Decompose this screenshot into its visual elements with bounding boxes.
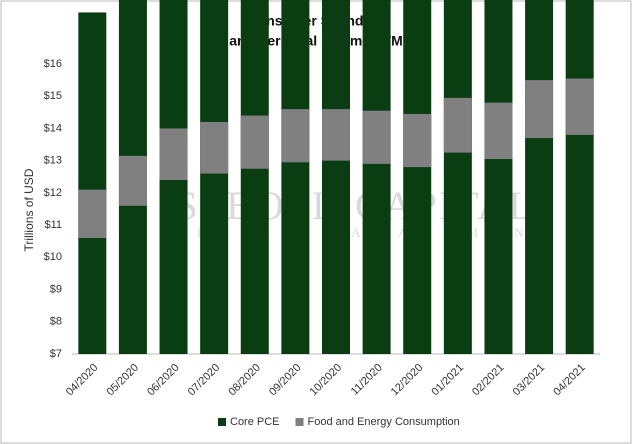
bar-segment bbox=[565, 0, 594, 354]
bar-segment bbox=[525, 80, 554, 139]
bar-segment bbox=[443, 97, 472, 153]
bar-segment bbox=[200, 122, 229, 174]
bar-segment bbox=[443, 0, 472, 355]
bar-segment bbox=[78, 189, 107, 238]
legend-label: Food and Energy Consumption bbox=[308, 416, 460, 428]
bar-segment bbox=[240, 0, 269, 355]
y-tick-label: $8 bbox=[50, 316, 62, 328]
bar-segment bbox=[484, 102, 513, 160]
chart-title: and Personal Income TTM bbox=[229, 33, 402, 49]
y-tick-label: $9 bbox=[50, 283, 62, 295]
bar-segment bbox=[159, 128, 188, 180]
bar-segment bbox=[281, 109, 310, 163]
y-tick-label: $12 bbox=[44, 187, 62, 199]
y-tick-label: $10 bbox=[44, 251, 62, 263]
bar-segment bbox=[322, 109, 350, 161]
bar-segment bbox=[362, 110, 391, 164]
bar-segment bbox=[281, 0, 310, 354]
bar-segment bbox=[403, 113, 432, 168]
y-tick-label: $14 bbox=[44, 122, 62, 134]
legend-swatch bbox=[218, 418, 226, 426]
bar-segment bbox=[200, 0, 229, 354]
y-tick-label: $11 bbox=[44, 219, 62, 231]
bar-segment bbox=[484, 0, 513, 354]
bar-segment bbox=[565, 78, 594, 135]
legend-label: Core PCE bbox=[230, 416, 280, 428]
y-tick-label: $16 bbox=[44, 58, 62, 70]
bar-segment bbox=[362, 0, 391, 354]
watermark: SEBOLD CAPITAL bbox=[175, 183, 534, 228]
bar-segment bbox=[322, 0, 350, 354]
bar-segment bbox=[525, 0, 554, 355]
bar-segment bbox=[78, 12, 107, 354]
bar-segment bbox=[118, 155, 147, 206]
y-tick-label: $7 bbox=[50, 348, 62, 360]
bar-segment bbox=[403, 0, 432, 355]
y-tick-label: $15 bbox=[44, 90, 62, 102]
y-tick-label: $13 bbox=[44, 155, 62, 167]
legend-swatch bbox=[295, 418, 304, 426]
bar-segment bbox=[240, 115, 269, 169]
y-axis-title: Trillions of USD bbox=[22, 168, 36, 251]
